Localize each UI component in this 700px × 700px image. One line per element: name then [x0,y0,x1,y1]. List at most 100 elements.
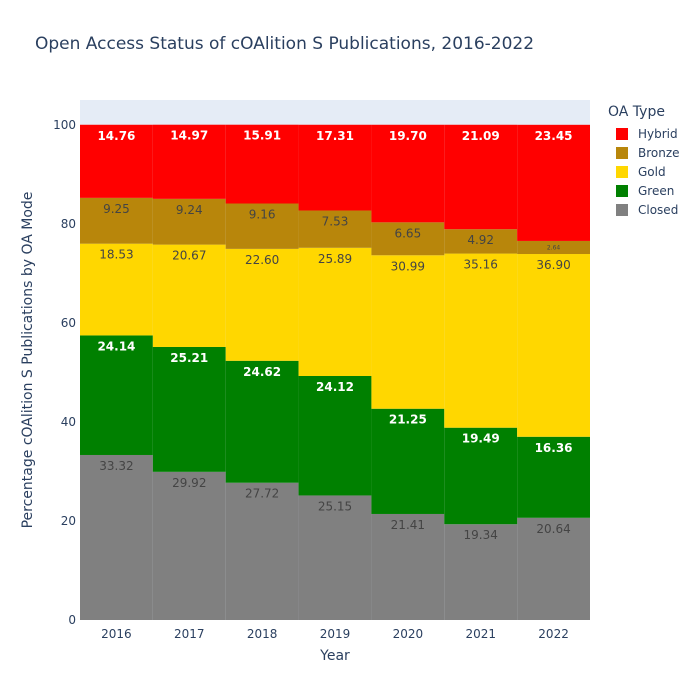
data-label-green-2016: 24.14 [97,339,135,353]
bar-green-2017 [152,346,226,472]
data-label-bronze-2019: 7.53 [322,214,349,228]
bar-closed-2019 [298,495,372,620]
data-label-green-2018: 24.62 [243,365,281,379]
bar-gold-2016 [80,243,153,336]
data-label-closed-2021: 19.34 [464,528,498,542]
legend-swatch [616,165,628,178]
bar-green-2018 [225,360,299,483]
bar-hybrid-2019 [298,124,372,211]
bar-closed-2017 [152,471,226,620]
data-label-hybrid-2021: 21.09 [462,129,500,143]
data-label-gold-2022: 36.90 [536,258,570,272]
legend-label: Gold [638,164,666,179]
legend-swatch [616,184,628,197]
legend: OA Type Hybrid Bronze Gold Green Closed [608,104,680,219]
data-label-bronze-2017: 9.24 [176,203,203,217]
y-tick-label: 80 [61,217,76,231]
data-label-green-2020: 21.25 [389,413,427,427]
data-label-bronze-2020: 6.65 [394,226,421,240]
bar-closed-2016 [80,454,153,620]
bar-hybrid-2017 [152,124,226,199]
data-label-green-2019: 24.12 [316,380,354,394]
bar-green-2020 [371,408,445,514]
data-label-closed-2020: 21.41 [391,518,425,532]
data-label-gold-2018: 22.60 [245,253,279,267]
bar-hybrid-2022 [517,124,590,241]
data-label-bronze-2018: 9.16 [249,208,276,222]
bar-gold-2020 [371,255,445,409]
data-label-closed-2017: 29.92 [172,476,206,490]
data-label-hybrid-2016: 14.76 [97,129,135,143]
bar-bronze-2017 [152,198,226,245]
legend-item-gold[interactable]: Gold [608,162,680,181]
legend-item-hybrid[interactable]: Hybrid [608,124,680,143]
data-label-bronze-2016: 9.25 [103,202,130,216]
x-tick-label: 2021 [465,627,496,641]
bar-hybrid-2021 [444,124,518,230]
x-axis-title: Year [319,648,350,664]
y-tick-label: 40 [61,415,76,429]
bar-closed-2018 [225,482,299,620]
data-label-gold-2017: 20.67 [172,249,206,263]
legend-title: OA Type [608,104,665,120]
legend-label: Bronze [638,145,680,160]
x-tick-label: 2018 [247,627,278,641]
bar-closed-2021 [444,524,518,620]
data-label-closed-2016: 33.32 [99,459,133,473]
bar-hybrid-2018 [225,124,299,204]
x-tick-label: 2020 [393,627,424,641]
bar-bronze-2020 [371,222,445,256]
chart-title: Open Access Status of cOAlition S Public… [35,34,535,54]
data-label-gold-2019: 25.89 [318,252,352,266]
data-label-bronze-2022: 2.64 [547,244,561,251]
bar-gold-2022 [517,254,590,437]
data-label-hybrid-2019: 17.31 [316,129,354,143]
legend-item-bronze[interactable]: Bronze [608,143,680,162]
x-tick-label: 2017 [174,627,205,641]
bar-gold-2019 [298,247,372,376]
data-label-green-2021: 19.49 [462,432,500,446]
y-tick-label: 60 [61,316,76,330]
data-label-closed-2019: 25.15 [318,499,352,513]
bar-bronze-2021 [444,229,518,254]
bar-green-2016 [80,335,153,455]
data-label-gold-2021: 35.16 [464,258,498,272]
data-label-hybrid-2017: 14.97 [170,129,208,143]
legend-swatch [616,203,628,216]
bar-hybrid-2016 [80,124,153,198]
y-tick-label: 0 [68,613,76,627]
data-label-bronze-2021: 4.92 [467,233,494,247]
data-label-gold-2016: 18.53 [99,248,133,262]
data-label-closed-2018: 27.72 [245,487,279,501]
data-label-hybrid-2018: 15.91 [243,129,281,143]
legend-swatch [616,146,628,159]
bar-closed-2022 [517,517,590,620]
legend-label: Hybrid [638,126,678,141]
bar-gold-2018 [225,248,299,361]
y-tick-label: 20 [61,514,76,528]
bar-bronze-2019 [298,210,372,248]
bar-hybrid-2020 [371,124,445,223]
data-label-green-2022: 16.36 [535,441,573,455]
bar-gold-2021 [444,253,518,428]
bar-green-2021 [444,427,518,525]
data-label-hybrid-2022: 23.45 [535,129,573,143]
bar-bronze-2016 [80,197,153,244]
x-tick-label: 2019 [320,627,351,641]
y-tick-label: 100 [53,118,76,132]
data-label-gold-2020: 30.99 [391,259,425,273]
bar-closed-2020 [371,513,445,620]
y-axis-title: Percentage cOAlition S Publications by O… [20,192,36,529]
bar-bronze-2018 [225,203,299,249]
legend-swatch [616,127,628,140]
legend-label: Closed [638,202,679,217]
bar-gold-2017 [152,244,226,347]
bar-green-2022 [517,436,590,518]
x-tick-label: 2016 [101,627,132,641]
data-label-closed-2022: 20.64 [536,522,570,536]
legend-item-green[interactable]: Green [608,181,680,200]
data-label-hybrid-2020: 19.70 [389,129,427,143]
legend-item-closed[interactable]: Closed [608,200,680,219]
